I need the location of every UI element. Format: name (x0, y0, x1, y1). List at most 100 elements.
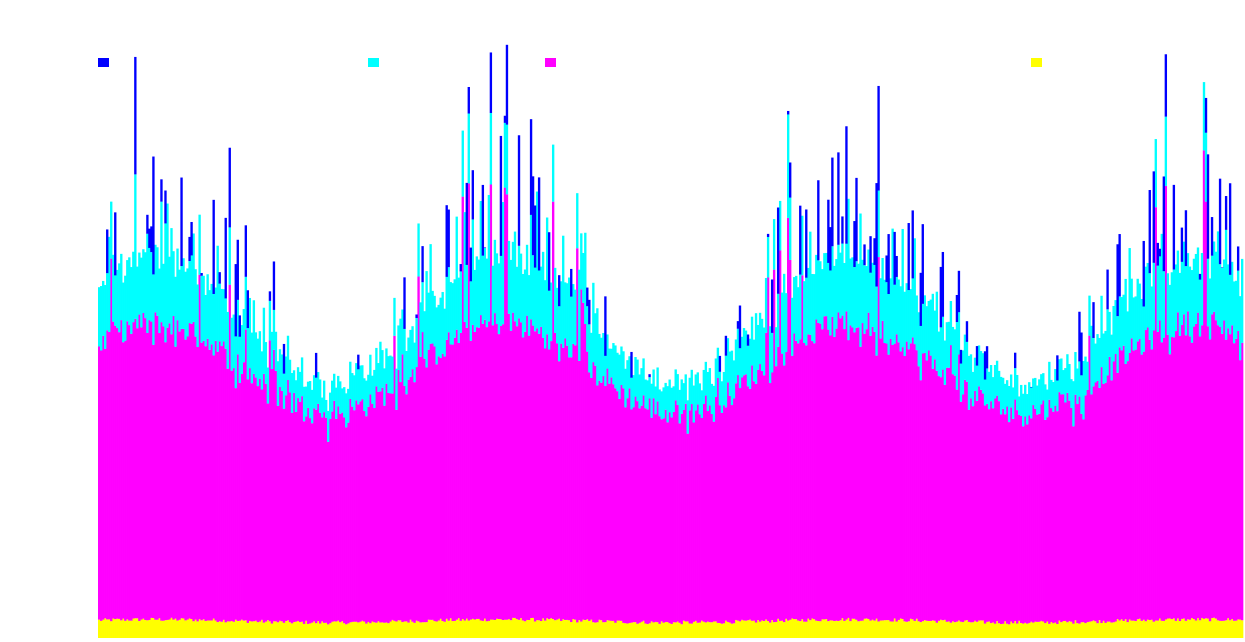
data-mark (146, 233, 149, 333)
data-mark (1172, 184, 1176, 270)
data-mark (891, 344, 894, 622)
data-mark (1005, 380, 1009, 407)
data-mark (467, 183, 470, 621)
data-mark (497, 263, 501, 335)
data-mark (1212, 311, 1216, 618)
data-mark (246, 622, 250, 638)
data-mark (475, 618, 479, 638)
data-mark (224, 298, 227, 349)
data-mark (893, 343, 896, 619)
data-mark (1126, 311, 1129, 362)
data-mark (1009, 621, 1013, 638)
data-mark (206, 620, 209, 638)
data-mark (377, 363, 380, 392)
data-mark (959, 349, 963, 364)
data-mark (845, 126, 848, 244)
data-mark (1126, 622, 1129, 638)
data-mark (379, 391, 382, 623)
data-mark (399, 620, 402, 638)
data-mark (1094, 382, 1097, 622)
data-mark (527, 275, 531, 336)
data-mark (274, 331, 278, 371)
data-mark (692, 385, 695, 423)
data-mark (1003, 621, 1007, 638)
data-mark (240, 325, 243, 374)
data-mark (740, 619, 744, 638)
data-mark (441, 353, 444, 621)
data-mark (1074, 352, 1077, 395)
data-mark (1160, 620, 1163, 638)
data-mark (324, 417, 328, 623)
data-mark (1106, 309, 1109, 376)
data-mark (288, 622, 292, 638)
data-mark (1007, 385, 1011, 423)
data-mark (596, 308, 599, 386)
data-mark (148, 619, 151, 638)
data-mark (762, 327, 766, 376)
data-mark (521, 620, 525, 638)
data-mark (652, 398, 655, 623)
data-mark (787, 217, 790, 621)
data-mark (576, 193, 579, 249)
data-mark (491, 265, 495, 326)
data-mark (967, 355, 971, 410)
data-mark (861, 259, 864, 324)
data-mark (479, 620, 483, 638)
data-mark (345, 393, 348, 428)
data-mark (445, 205, 448, 277)
data-mark (260, 619, 264, 638)
data-mark (377, 621, 380, 638)
data-mark (895, 276, 898, 335)
data-mark (732, 398, 736, 624)
data-mark (811, 341, 814, 619)
data-mark (630, 351, 633, 378)
data-mark (971, 622, 975, 638)
data-mark (845, 311, 848, 620)
data-mark (911, 210, 914, 279)
data-mark (116, 618, 119, 638)
data-mark (676, 405, 679, 622)
data-mark (935, 291, 939, 371)
data-mark (314, 377, 318, 410)
data-mark (202, 275, 205, 341)
data-mark (1078, 311, 1081, 362)
data-mark (513, 231, 517, 322)
data-mark (642, 395, 645, 621)
data-mark (1062, 621, 1065, 638)
data-mark (734, 383, 738, 620)
data-mark (519, 253, 523, 323)
data-mark (742, 328, 746, 376)
data-mark (670, 623, 673, 638)
data-mark (417, 276, 420, 622)
data-mark (843, 329, 846, 621)
data-mark (995, 621, 999, 638)
data-mark (1238, 619, 1242, 638)
data-mark (134, 318, 137, 619)
data-mark (515, 266, 519, 327)
data-mark (837, 152, 840, 245)
data-mark (921, 353, 924, 622)
data-mark (154, 312, 157, 620)
data-mark (194, 269, 197, 337)
data-mark (1086, 361, 1089, 390)
data-mark (284, 356, 288, 396)
data-mark (604, 355, 607, 387)
data-mark (811, 273, 814, 342)
data-mark (969, 622, 973, 638)
data-mark (1176, 312, 1180, 619)
data-mark (391, 356, 394, 394)
data-mark (1022, 393, 1025, 427)
data-mark (1146, 619, 1149, 638)
data-mark (714, 358, 718, 397)
data-mark (204, 346, 207, 621)
data-mark (503, 122, 507, 188)
data-mark (186, 619, 189, 638)
data-mark (911, 278, 914, 338)
data-mark (292, 621, 296, 638)
data-mark (361, 399, 364, 621)
data-mark (1232, 343, 1236, 621)
data-mark (1218, 326, 1222, 621)
data-mark (570, 268, 573, 297)
data-mark (1148, 273, 1151, 340)
data-mark (487, 321, 491, 621)
